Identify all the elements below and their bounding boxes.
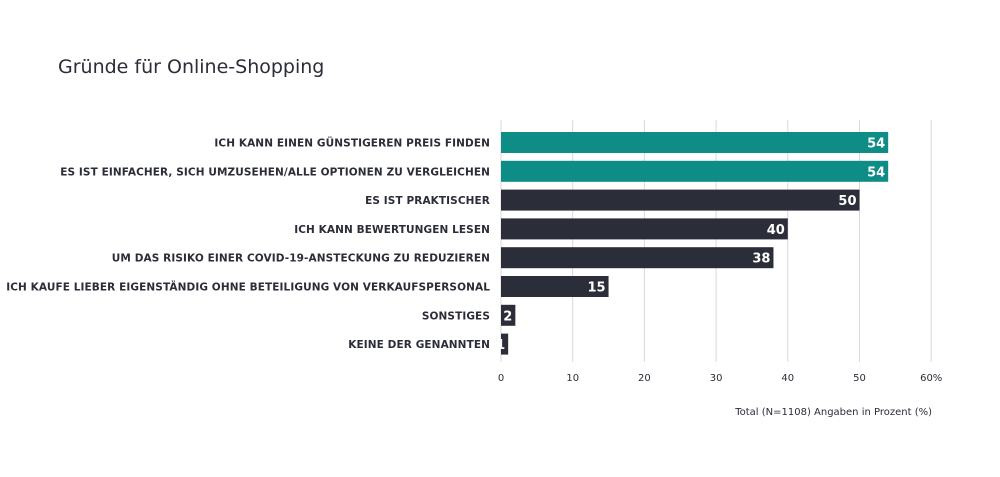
- bar: [501, 276, 609, 297]
- x-tick-label: 20: [638, 373, 651, 384]
- grid-lines: [500, 120, 932, 362]
- bars: [501, 132, 889, 355]
- value-label: 15: [587, 281, 605, 296]
- bar: [501, 333, 509, 355]
- x-tick-label: 60%: [920, 373, 942, 384]
- category-label: KEINE DER GENANNTEN: [348, 339, 490, 351]
- bar: [501, 132, 889, 153]
- x-tick-label: 0: [498, 373, 504, 384]
- x-tick-labels: 0 10 20 30 40 50 60%: [498, 373, 943, 384]
- bar: [501, 160, 889, 182]
- value-label: 2: [503, 309, 512, 324]
- bar: [501, 189, 860, 211]
- chart-title: Gründe für Online-Shopping: [58, 56, 325, 78]
- value-label: 1: [496, 338, 505, 353]
- bar: [501, 304, 516, 326]
- value-label: 54: [867, 137, 885, 152]
- x-axis-note: Total (N=1108) Angaben in Prozent (%): [734, 407, 932, 418]
- category-labels: ICH KANN EINEN GÜNSTIGEREN PREIS FINDEN E…: [6, 136, 490, 352]
- category-label: UM DAS RISIKO EINER COVID-19-ANSTECKUNG …: [112, 253, 490, 265]
- value-label: 38: [752, 252, 770, 267]
- category-label: ES IST PRAKTISCHER: [365, 195, 490, 207]
- x-tick-label: 10: [566, 373, 579, 384]
- value-label: 40: [767, 223, 785, 238]
- category-label: ES IST EINFACHER, SICH UMZUSEHEN/ALLE OP…: [60, 166, 490, 178]
- value-label: 50: [838, 194, 856, 209]
- bar: [501, 218, 788, 240]
- x-tick-label: 40: [781, 373, 794, 384]
- x-tick-label: 30: [710, 373, 723, 384]
- category-label: ICH KANN BEWERTUNGEN LESEN: [294, 224, 490, 236]
- x-tick-label: 50: [853, 373, 866, 384]
- value-label: 54: [867, 165, 885, 180]
- bar: [501, 247, 774, 269]
- value-labels: 54 54 50 40 38 15 2 1: [496, 137, 885, 354]
- category-label: ICH KANN EINEN GÜNSTIGEREN PREIS FINDEN: [214, 136, 490, 150]
- category-label: ICH KAUFE LIEBER EIGENSTÄNDIG OHNE BETEI…: [6, 280, 490, 294]
- category-label: SONSTIGES: [422, 310, 490, 322]
